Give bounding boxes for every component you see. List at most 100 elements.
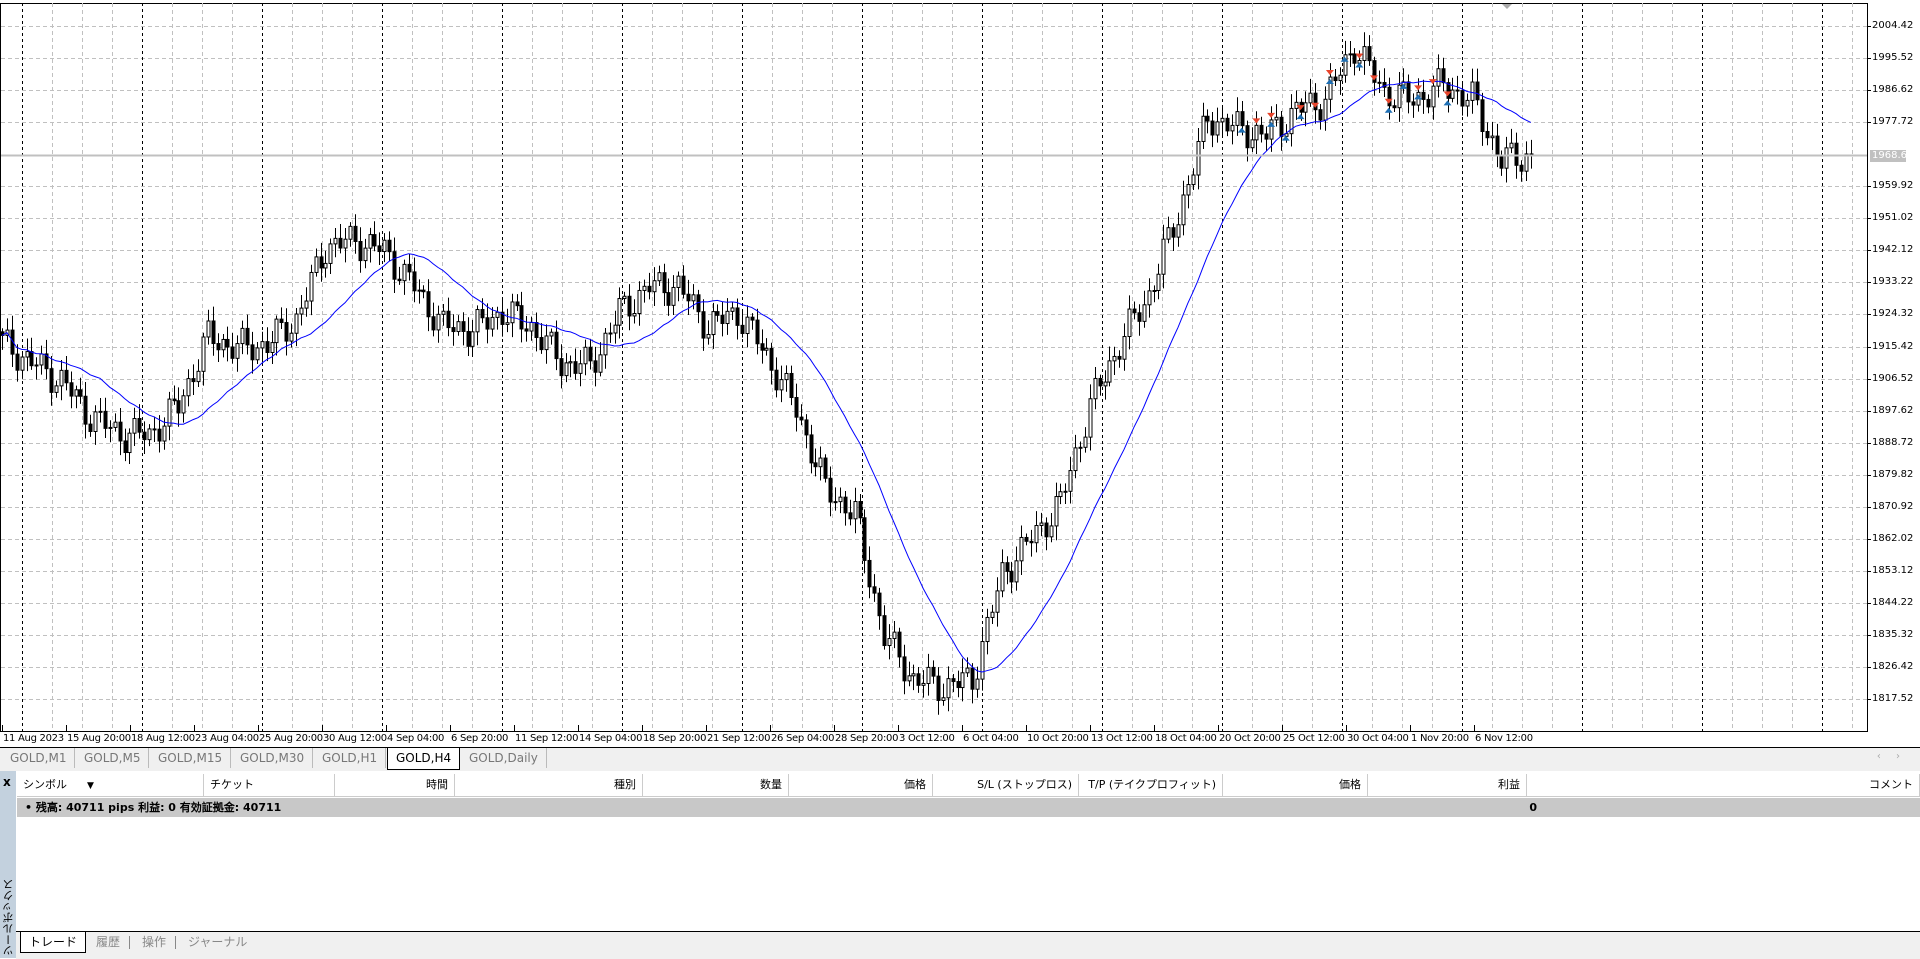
bearish-candle bbox=[265, 341, 270, 353]
bearish-candle bbox=[1264, 133, 1269, 140]
terminal-tab-3[interactable]: ジャーナル bbox=[188, 935, 248, 949]
bullish-candle bbox=[167, 398, 172, 427]
bullish-candle bbox=[921, 682, 926, 686]
bullish-candle bbox=[946, 678, 951, 699]
bullish-candle bbox=[181, 395, 186, 414]
bullish-candle bbox=[1186, 184, 1191, 196]
bearish-candle bbox=[407, 263, 412, 273]
terminal-tab-1[interactable]: 履歴 bbox=[96, 935, 121, 949]
bullish-candle bbox=[1490, 135, 1495, 139]
price-tick-label: 1906.52 bbox=[1872, 372, 1914, 384]
column-header[interactable]: S/L (ストップロス) bbox=[933, 774, 1079, 796]
time-tick-label: 1 Nov 20:00 bbox=[1411, 733, 1469, 744]
bullish-candle bbox=[309, 271, 314, 302]
sell-arrow-icon bbox=[1370, 75, 1378, 81]
bearish-candle bbox=[1514, 142, 1519, 166]
time-tick-label: 21 Sep 12:00 bbox=[707, 733, 771, 744]
column-header[interactable]: コメント bbox=[1527, 774, 1920, 796]
column-header[interactable]: 利益 bbox=[1368, 774, 1527, 796]
bullish-candle bbox=[985, 616, 990, 643]
column-header[interactable]: T/P (テイクプロフィット) bbox=[1079, 774, 1223, 796]
bearish-candle bbox=[461, 321, 466, 332]
bullish-candle bbox=[578, 363, 583, 374]
time-tick-label: 18 Aug 12:00 bbox=[131, 733, 195, 744]
bearish-candle bbox=[387, 239, 392, 253]
price-tick-label: 1977.72 bbox=[1872, 115, 1914, 127]
price-chart[interactable]: 2004.42 1995.52 1986.62 1977.72 1959.92 1951.… bbox=[0, 0, 1920, 746]
sort-arrow-icon[interactable]: ▼ bbox=[87, 781, 94, 791]
bearish-candle bbox=[681, 275, 686, 295]
bullish-candle bbox=[613, 324, 618, 334]
time-tick-label: 30 Oct 04:00 bbox=[1347, 733, 1409, 744]
tab-divider bbox=[129, 936, 130, 949]
time-tick-label: 3 Oct 12:00 bbox=[899, 733, 955, 744]
bullish-candle bbox=[436, 313, 441, 331]
bullish-candle bbox=[818, 457, 823, 468]
bullish-candle bbox=[1078, 446, 1083, 449]
chart-tab-m15[interactable]: GOLD,M15 bbox=[150, 748, 232, 768]
column-header[interactable]: 種別 bbox=[455, 774, 643, 796]
terminal-tabs: トレード 履歴 操作 ジャーナル bbox=[16, 931, 1920, 959]
buy-arrow-icon bbox=[1281, 135, 1290, 141]
chart-tab-h1[interactable]: GOLD,H1 bbox=[314, 748, 387, 768]
buy-arrow-icon bbox=[1355, 62, 1364, 68]
bullish-candle bbox=[1107, 360, 1112, 383]
column-header[interactable]: 数量 bbox=[643, 774, 789, 796]
column-header-label: S/L (ストップロス) bbox=[977, 778, 1072, 791]
chart-tab-daily[interactable]: GOLD,Daily bbox=[461, 748, 547, 768]
bullish-candle bbox=[294, 313, 299, 334]
tab-scroll-arrows-icon[interactable]: ‹ › bbox=[1876, 751, 1906, 762]
bearish-candle bbox=[843, 496, 848, 514]
bullish-candle bbox=[348, 225, 353, 240]
bearish-candle bbox=[211, 320, 216, 345]
bullish-candle bbox=[725, 310, 730, 325]
bullish-candle bbox=[402, 263, 407, 282]
chart-tab-m5[interactable]: GOLD,M5 bbox=[76, 748, 150, 768]
price-tick-label: 1942.12 bbox=[1872, 243, 1914, 255]
bearish-candle bbox=[1225, 117, 1230, 132]
bearish-candle bbox=[64, 369, 69, 384]
chart-tab-m30[interactable]: GOLD,M30 bbox=[232, 748, 314, 768]
bullish-candle bbox=[108, 426, 113, 429]
candlestick-chart-canvas[interactable] bbox=[0, 0, 1920, 746]
terminal-tab-0[interactable]: トレード bbox=[20, 932, 87, 953]
buy-arrow-icon bbox=[1340, 56, 1349, 62]
price-tick-label: 1835.32 bbox=[1872, 628, 1914, 640]
bearish-candle bbox=[858, 501, 863, 519]
terminal-tab-2[interactable]: 操作 bbox=[142, 935, 167, 949]
bearish-candle bbox=[1132, 308, 1137, 314]
bullish-candle bbox=[1127, 308, 1132, 338]
bullish-candle bbox=[995, 590, 1000, 613]
bullish-candle bbox=[1220, 117, 1225, 123]
column-header[interactable]: シンボル ▼ bbox=[17, 774, 204, 796]
bullish-candle bbox=[711, 311, 716, 335]
price-tick-label: 1951.02 bbox=[1872, 211, 1914, 223]
bullish-candle bbox=[1063, 490, 1068, 493]
bearish-candle bbox=[956, 681, 961, 689]
column-header[interactable]: 時間 bbox=[335, 774, 455, 796]
balance-row[interactable]: • 残高: 40711 pips 利益: 0 有効証拠金: 40711 0 bbox=[17, 798, 1920, 817]
bearish-candle bbox=[1009, 570, 1014, 583]
bullish-candle bbox=[186, 378, 191, 397]
close-icon[interactable]: x bbox=[3, 775, 11, 789]
bullish-candle bbox=[1230, 124, 1235, 132]
chart-tab-m1[interactable]: GOLD,M1 bbox=[2, 748, 76, 768]
bullish-candle bbox=[1049, 525, 1054, 538]
column-header[interactable]: 価格 bbox=[1223, 774, 1368, 796]
bullish-candle bbox=[583, 346, 588, 365]
bullish-candle bbox=[1284, 133, 1289, 137]
bearish-candle bbox=[809, 434, 814, 464]
column-header[interactable]: 価格 bbox=[789, 774, 933, 796]
chart-tab-h4[interactable]: GOLD,H4 bbox=[387, 748, 461, 770]
bullish-candle bbox=[1509, 142, 1514, 149]
price-tick-label: 1995.52 bbox=[1872, 51, 1914, 63]
column-header-label: 価格 bbox=[1339, 778, 1361, 791]
bearish-candle bbox=[1210, 120, 1215, 136]
bearish-candle bbox=[88, 423, 93, 432]
column-header[interactable]: チケット bbox=[204, 774, 335, 796]
table-header: シンボル ▼ チケット 時間 種別 数量 価格 S/L (ストップロス) T/P (テイクプロフ… bbox=[17, 774, 1920, 797]
bullish-candle bbox=[495, 311, 500, 318]
bearish-candle bbox=[338, 237, 343, 249]
bullish-candle bbox=[510, 301, 515, 324]
bullish-candle bbox=[475, 309, 480, 333]
